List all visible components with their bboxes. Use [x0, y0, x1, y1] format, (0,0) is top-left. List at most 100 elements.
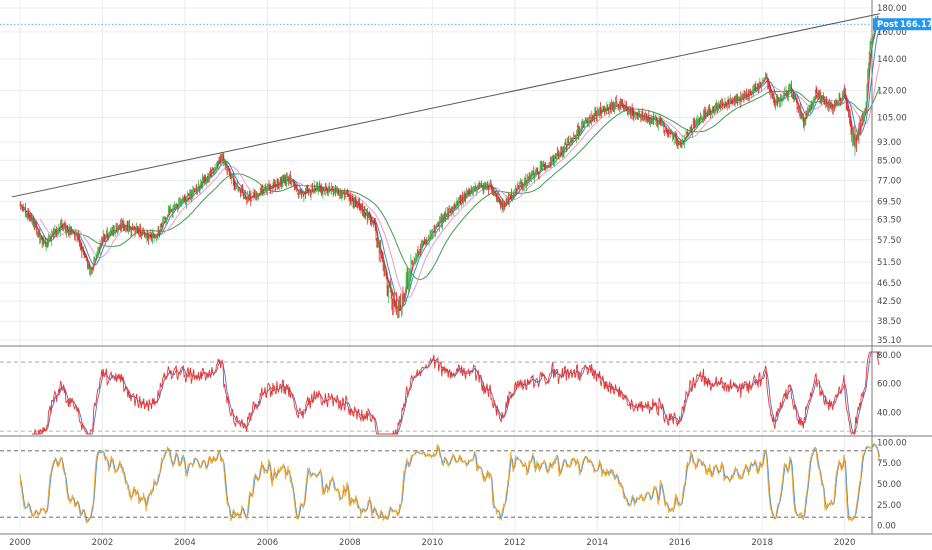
candle-body — [589, 117, 591, 119]
candle-body — [202, 177, 204, 179]
candle-body — [121, 222, 122, 229]
candle-body — [74, 234, 75, 236]
candle-body — [751, 91, 753, 96]
candle-body — [663, 123, 665, 130]
candle-body — [870, 43, 872, 47]
candle-body — [693, 122, 695, 125]
candle-body — [418, 251, 420, 254]
candle-body — [333, 190, 335, 195]
candle-body — [49, 235, 51, 238]
candle-body — [444, 213, 446, 218]
candle-body — [481, 186, 483, 190]
rsi-panel — [0, 351, 880, 436]
candle-body — [466, 192, 467, 197]
candle-body — [133, 227, 134, 230]
candle-body — [432, 231, 433, 235]
candle-body — [662, 123, 664, 125]
candle-body — [836, 101, 837, 103]
candle-body — [187, 194, 189, 196]
candle-body — [145, 235, 146, 238]
candle-body — [125, 225, 126, 229]
candle-body — [298, 190, 299, 194]
candle-body — [367, 213, 369, 221]
candle-body — [87, 261, 88, 266]
candle-body — [270, 185, 271, 190]
candle-body — [71, 228, 72, 232]
candle-body — [390, 284, 391, 292]
candle-body — [526, 183, 527, 186]
candle-body — [150, 234, 152, 237]
candle-body — [409, 276, 410, 284]
candle-body — [461, 196, 462, 203]
candle-body — [512, 195, 513, 199]
candle-body — [814, 97, 815, 100]
candle-body — [106, 230, 108, 239]
candle-body — [830, 102, 831, 108]
candle-body — [60, 222, 61, 231]
candle-body — [612, 102, 613, 107]
candle-body — [719, 104, 720, 107]
candle-body — [569, 142, 570, 145]
candle-body — [387, 289, 389, 292]
candle-body — [817, 94, 818, 96]
candle-body — [527, 176, 528, 183]
candle-body — [498, 200, 500, 201]
candle-body — [793, 96, 795, 100]
candle-body — [479, 184, 481, 187]
candle-body — [770, 90, 772, 95]
candle-body — [363, 211, 364, 216]
candle-body — [780, 97, 782, 101]
candle-body — [701, 119, 703, 122]
candle-body — [830, 104, 832, 108]
candle-body — [123, 221, 125, 229]
candle-body — [41, 235, 42, 238]
candle-body — [190, 191, 192, 197]
candle-body — [195, 188, 197, 191]
candle-body — [262, 186, 263, 191]
candle-body — [553, 158, 554, 161]
candle-body — [636, 113, 638, 115]
candle-body — [392, 298, 393, 305]
candle-body — [462, 195, 463, 200]
candle-body — [470, 189, 472, 191]
candle-body — [413, 258, 415, 262]
candle-body — [471, 190, 473, 192]
candle-body — [86, 258, 87, 261]
candle-body — [57, 230, 59, 232]
candle-body — [520, 182, 522, 187]
candle-body — [716, 104, 718, 109]
candle-body — [151, 237, 152, 240]
candle-body — [741, 96, 742, 101]
candle-body — [212, 168, 213, 171]
candle-body — [382, 256, 383, 261]
candle-body — [455, 206, 456, 208]
candle-body — [837, 101, 838, 103]
candle-body — [713, 108, 715, 110]
candle-body — [709, 108, 711, 113]
candle-body — [562, 148, 563, 155]
candle-body — [68, 229, 70, 234]
stochastic-y-tick-label: 0.00 — [877, 522, 896, 532]
candle-body — [564, 144, 566, 151]
candle-body — [49, 236, 50, 238]
candle-body — [180, 200, 182, 202]
candle-body — [457, 203, 458, 205]
candle-body — [601, 109, 603, 112]
candle-body — [27, 212, 29, 216]
candle-body — [475, 186, 477, 190]
candle-body — [225, 161, 226, 166]
candle-body — [382, 262, 384, 268]
candle-body — [368, 212, 370, 215]
candle-body — [326, 188, 328, 192]
candle-body — [637, 113, 638, 117]
candle-body — [83, 254, 85, 256]
candle-body — [616, 100, 617, 105]
candle-body — [169, 211, 171, 212]
candle-body — [280, 180, 282, 182]
candle-body — [292, 181, 294, 183]
candle-body — [254, 193, 255, 197]
candle-body — [460, 200, 462, 202]
candle-body — [584, 121, 585, 125]
candle-body — [866, 86, 868, 103]
candle-body — [32, 222, 33, 224]
